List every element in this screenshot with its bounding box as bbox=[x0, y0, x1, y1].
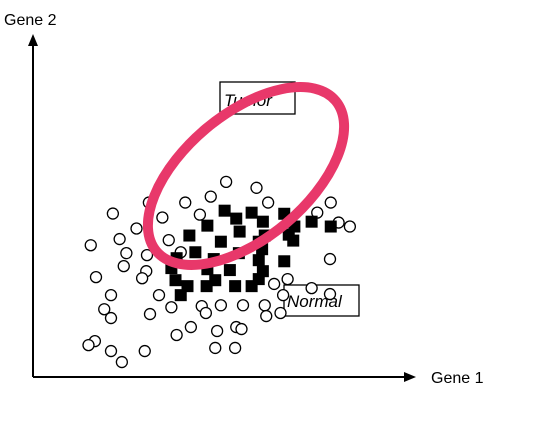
normal-point bbox=[235, 322, 248, 336]
normal-point bbox=[106, 207, 120, 220]
tumor-point bbox=[183, 229, 196, 242]
normal-point bbox=[267, 277, 281, 291]
tumor-point bbox=[229, 280, 242, 293]
normal-point bbox=[209, 341, 222, 355]
tumor-point bbox=[233, 225, 246, 238]
tumor-point bbox=[200, 280, 213, 293]
tumor-point bbox=[214, 235, 227, 248]
y-axis-label: Gene 2 bbox=[4, 12, 57, 29]
tumor-point bbox=[169, 274, 182, 287]
tumor-point bbox=[230, 212, 243, 225]
normal-point bbox=[281, 272, 294, 286]
normal-point bbox=[179, 196, 192, 209]
normal-point bbox=[210, 324, 224, 338]
normal-point bbox=[82, 338, 95, 352]
normal-point bbox=[140, 248, 154, 262]
normal-point bbox=[258, 299, 271, 312]
normal-point bbox=[135, 272, 149, 285]
x-axis-label: Gene 1 bbox=[431, 370, 484, 387]
tumor-point bbox=[256, 215, 269, 228]
normal-point bbox=[152, 289, 166, 302]
tumor-point bbox=[278, 255, 291, 268]
normal-point bbox=[250, 181, 263, 194]
y-axis-arrow bbox=[28, 34, 38, 46]
normal-point bbox=[324, 196, 337, 209]
normal-point bbox=[89, 270, 103, 284]
normal-point bbox=[115, 355, 129, 369]
x-axis-arrow bbox=[404, 372, 416, 382]
normal-point bbox=[323, 287, 337, 301]
normal-point bbox=[138, 344, 151, 358]
data-points bbox=[82, 175, 357, 369]
normal-point bbox=[219, 175, 233, 189]
normal-point bbox=[276, 289, 290, 302]
normal-point bbox=[104, 289, 118, 302]
normal-point bbox=[156, 211, 169, 224]
tumor-point bbox=[201, 219, 214, 232]
normal-point bbox=[305, 281, 318, 295]
normal-point bbox=[170, 328, 183, 342]
normal-point bbox=[199, 306, 213, 320]
normal-point bbox=[104, 311, 118, 325]
tumor-point bbox=[174, 289, 187, 302]
normal-point bbox=[228, 341, 242, 355]
normal-point bbox=[343, 220, 357, 233]
tumor-point bbox=[181, 280, 194, 293]
normal-point bbox=[260, 309, 273, 323]
tumor-cluster-ellipse bbox=[142, 82, 350, 270]
normal-point bbox=[274, 306, 287, 320]
normal-point bbox=[204, 190, 217, 203]
normal-point bbox=[130, 222, 143, 235]
tumor-point bbox=[305, 215, 318, 228]
normal-point bbox=[113, 232, 126, 246]
tumor-point bbox=[189, 246, 202, 259]
tumor-point bbox=[223, 264, 236, 277]
tumor-point bbox=[287, 234, 300, 247]
normal-point bbox=[98, 303, 111, 316]
tumor-point bbox=[218, 204, 231, 217]
normal-point bbox=[184, 320, 198, 334]
normal-point bbox=[214, 299, 228, 312]
normal-point bbox=[236, 299, 250, 312]
normal-point bbox=[84, 239, 97, 252]
tumor-point bbox=[245, 280, 258, 293]
normal-point bbox=[193, 208, 207, 221]
normal-point bbox=[162, 234, 175, 247]
normal-point bbox=[143, 307, 157, 321]
tumor-point bbox=[245, 206, 258, 219]
normal-point bbox=[120, 246, 133, 260]
normal-point bbox=[104, 344, 118, 358]
normal-point bbox=[165, 301, 178, 314]
normal-point bbox=[323, 252, 337, 266]
tumor-point bbox=[324, 220, 337, 233]
normal-point bbox=[261, 196, 275, 209]
tumor-point bbox=[252, 254, 265, 267]
normal-point bbox=[117, 259, 130, 273]
normal-label-box: Normal bbox=[283, 284, 360, 317]
